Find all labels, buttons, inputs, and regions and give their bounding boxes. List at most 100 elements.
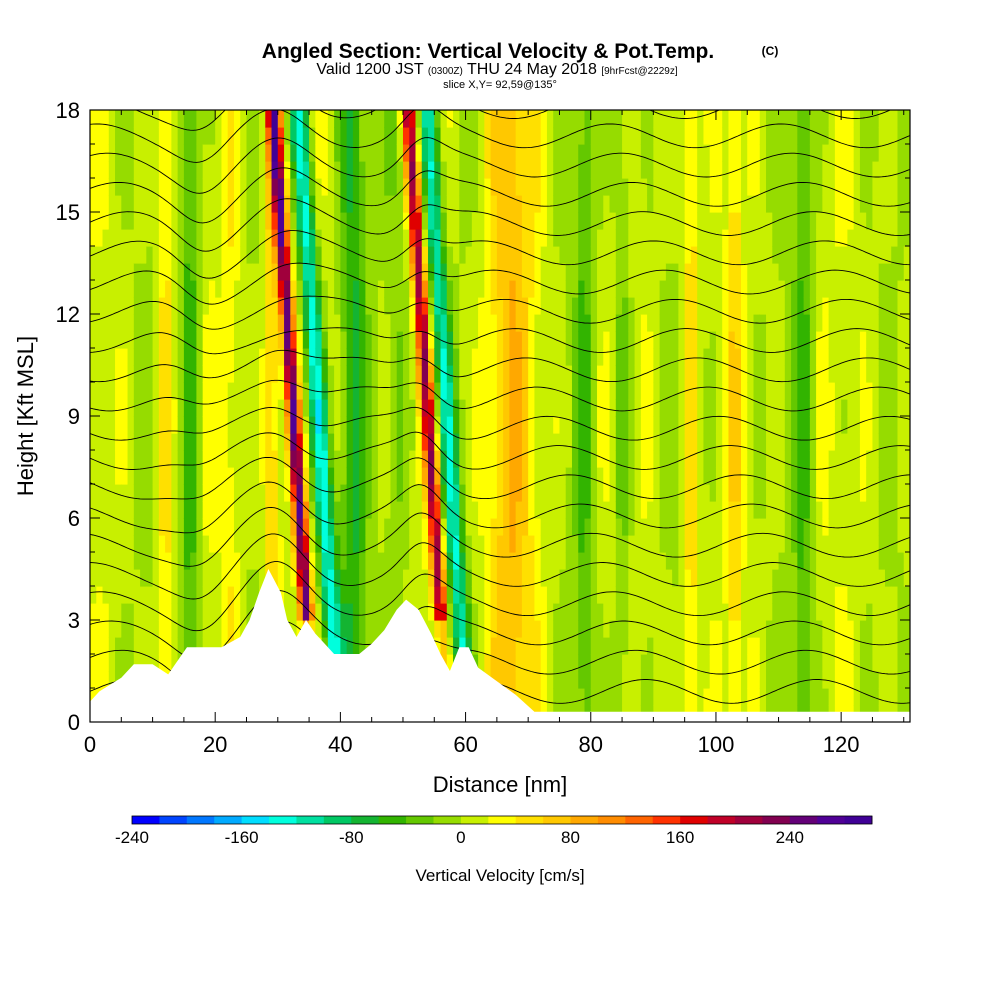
velocity-cell — [377, 433, 385, 451]
velocity-cell — [571, 467, 579, 485]
velocity-cell — [265, 467, 273, 485]
velocity-cell — [421, 382, 429, 400]
velocity-cell — [603, 229, 611, 247]
velocity-cell — [215, 382, 223, 400]
velocity-cell — [872, 433, 880, 451]
velocity-cell — [459, 433, 467, 451]
velocity-cell — [897, 297, 905, 315]
velocity-cell — [146, 603, 154, 621]
velocity-cell — [215, 518, 223, 536]
velocity-cell — [421, 110, 429, 128]
velocity-cell — [728, 314, 736, 332]
velocity-cell — [215, 603, 223, 621]
velocity-cell — [296, 433, 304, 451]
velocity-cell — [734, 416, 742, 434]
velocity-cell — [872, 280, 880, 298]
velocity-cell — [816, 620, 823, 638]
velocity-cell — [766, 688, 773, 706]
velocity-cell — [747, 297, 755, 315]
velocity-cell — [265, 229, 273, 247]
velocity-cell — [578, 552, 586, 570]
velocity-cell — [653, 263, 661, 281]
velocity-cell — [653, 229, 661, 247]
velocity-cell — [766, 484, 773, 502]
velocity-cell — [340, 297, 348, 315]
velocity-cell — [828, 620, 836, 638]
velocity-cell — [640, 246, 648, 264]
velocity-cell — [684, 212, 692, 230]
velocity-cell — [803, 552, 811, 570]
velocity-cell — [891, 637, 899, 655]
velocity-cell — [847, 416, 855, 434]
velocity-cell — [471, 484, 479, 502]
velocity-cell — [584, 280, 592, 298]
velocity-cell — [346, 127, 354, 145]
velocity-cell — [252, 399, 260, 417]
velocity-cell — [252, 331, 260, 349]
velocity-cell — [546, 314, 554, 332]
velocity-cell — [140, 637, 147, 655]
velocity-cell — [903, 110, 910, 128]
velocity-cell — [678, 331, 686, 349]
velocity-cell — [503, 433, 510, 451]
velocity-cell — [872, 195, 880, 213]
velocity-cell — [866, 229, 874, 247]
velocity-cell — [684, 484, 692, 502]
velocity-cell — [791, 518, 798, 536]
velocity-cell — [640, 654, 648, 672]
velocity-cell — [415, 569, 423, 587]
velocity-cell — [766, 144, 773, 162]
velocity-cell — [784, 297, 792, 315]
velocity-cell — [903, 450, 910, 468]
velocity-cell — [841, 246, 849, 264]
velocity-cell — [158, 620, 166, 638]
velocity-cell — [227, 314, 235, 332]
velocity-cell — [434, 586, 442, 604]
velocity-cell — [271, 484, 279, 502]
velocity-cell — [377, 110, 385, 128]
velocity-cell — [628, 263, 636, 281]
velocity-cell — [252, 280, 260, 298]
velocity-cell — [415, 195, 423, 213]
velocity-cell — [565, 501, 573, 519]
velocity-cell — [434, 280, 442, 298]
velocity-cell — [96, 127, 104, 145]
velocity-cell — [265, 416, 273, 434]
velocity-cell — [722, 280, 730, 298]
velocity-cell — [158, 654, 166, 672]
velocity-cell — [615, 348, 623, 366]
velocity-cell — [653, 671, 661, 689]
velocity-cell — [428, 603, 435, 621]
y-tick-label: 15 — [56, 200, 80, 225]
colorbar-swatch — [625, 816, 654, 824]
velocity-cell — [634, 654, 642, 672]
velocity-cell — [359, 178, 367, 196]
velocity-cell — [866, 688, 874, 706]
velocity-cell — [133, 569, 141, 587]
velocity-cell — [509, 314, 517, 332]
velocity-cell — [384, 314, 392, 332]
velocity-cell — [252, 263, 260, 281]
velocity-cell — [521, 110, 529, 128]
velocity-cell — [546, 620, 554, 638]
velocity-cell — [377, 365, 385, 383]
velocity-cell — [578, 144, 586, 162]
velocity-cell — [277, 484, 285, 502]
velocity-cell — [791, 552, 798, 570]
velocity-cell — [183, 178, 191, 196]
velocity-cell — [146, 365, 154, 383]
velocity-cell — [146, 229, 154, 247]
velocity-cell — [503, 348, 510, 366]
velocity-cell — [678, 688, 686, 706]
velocity-cell — [509, 433, 517, 451]
velocity-cell — [609, 450, 617, 468]
velocity-cell — [252, 246, 260, 264]
velocity-cell — [327, 229, 335, 247]
velocity-cell — [277, 382, 285, 400]
velocity-cell — [346, 569, 354, 587]
velocity-cell — [465, 620, 473, 638]
velocity-cell — [121, 399, 129, 417]
velocity-cell — [296, 365, 304, 383]
velocity-cell — [684, 263, 692, 281]
velocity-cell — [246, 569, 254, 587]
